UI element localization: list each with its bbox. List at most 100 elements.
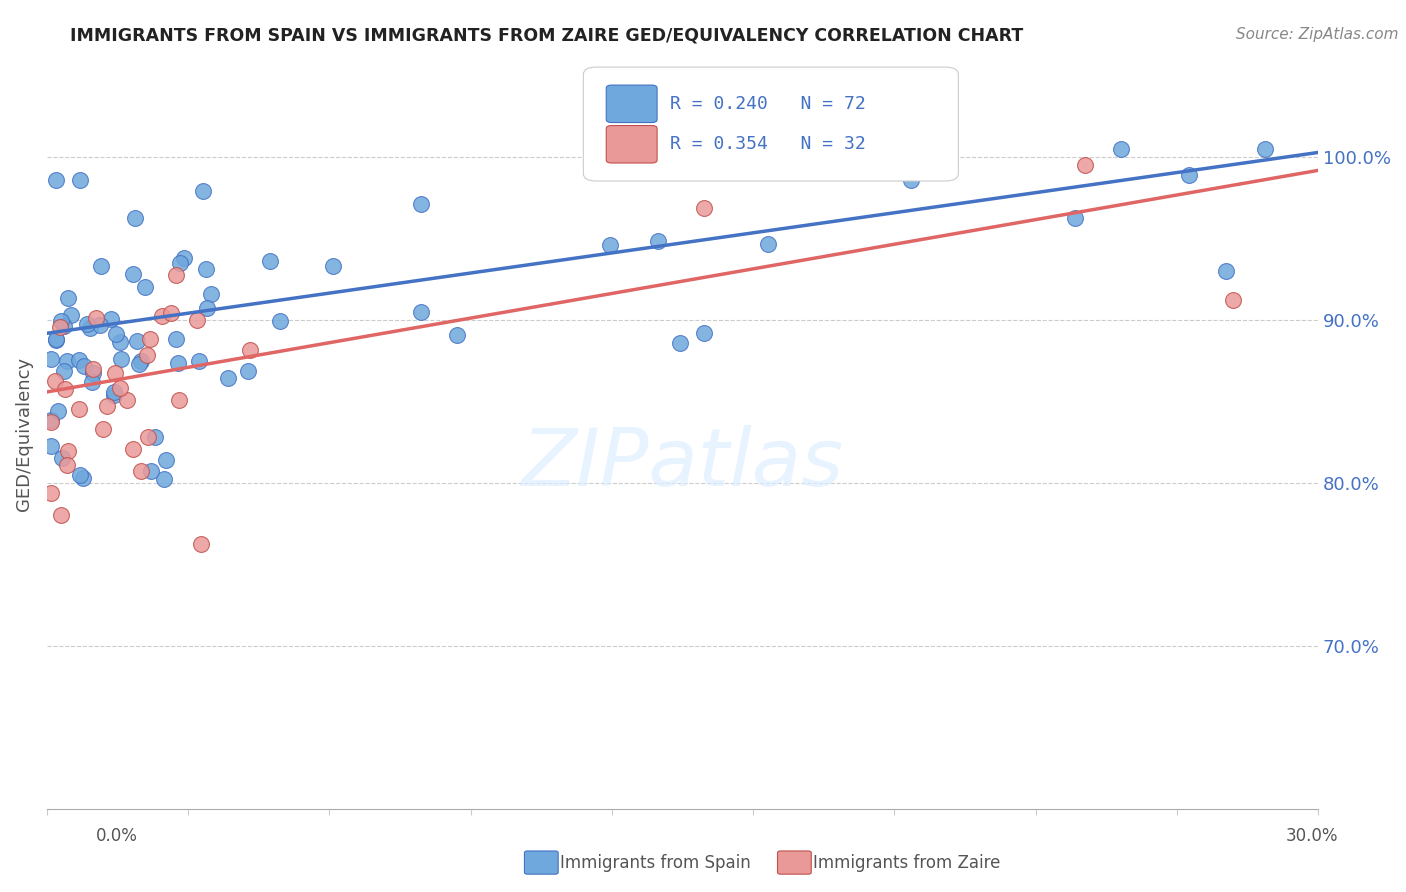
Point <box>44 374 66 388</box>
Point <box>90 259 112 273</box>
Point <box>239 343 262 358</box>
Point <box>110 352 132 367</box>
Point <box>121 442 143 457</box>
Point <box>51 313 73 327</box>
Text: R = 0.240   N = 72: R = 0.240 N = 72 <box>669 95 866 112</box>
Point <box>108 335 131 350</box>
Point <box>56 291 79 305</box>
Point <box>82 366 104 380</box>
Text: 0.0%: 0.0% <box>96 827 138 845</box>
Point <box>39 413 62 427</box>
Point <box>79 321 101 335</box>
Point <box>152 472 174 486</box>
Point <box>1109 142 1132 156</box>
Point <box>1222 293 1244 308</box>
Point <box>69 173 91 187</box>
Point <box>907 148 929 162</box>
FancyBboxPatch shape <box>606 126 657 163</box>
Point <box>900 173 922 187</box>
Point <box>96 399 118 413</box>
Point <box>125 334 148 348</box>
Point <box>69 468 91 483</box>
Point <box>1074 158 1097 172</box>
Point <box>39 439 62 453</box>
Point <box>41 351 63 366</box>
Point <box>143 430 166 444</box>
Point <box>121 268 143 282</box>
Point <box>165 333 187 347</box>
Point <box>82 362 104 376</box>
Point <box>141 464 163 478</box>
Text: Immigrants from Spain: Immigrants from Spain <box>560 854 751 871</box>
Point <box>76 317 98 331</box>
Point <box>195 301 218 315</box>
Point <box>1178 168 1201 182</box>
Text: ZIPatlas: ZIPatlas <box>522 425 844 503</box>
Point <box>124 211 146 225</box>
Point <box>129 464 152 478</box>
Point <box>58 444 80 458</box>
Point <box>155 452 177 467</box>
Point <box>780 142 803 156</box>
Point <box>1254 142 1277 156</box>
Point <box>173 252 195 266</box>
Point <box>52 364 75 378</box>
Point <box>409 305 432 319</box>
Point <box>136 430 159 444</box>
Point <box>56 458 79 472</box>
Point <box>139 332 162 346</box>
Point <box>53 318 76 333</box>
Point <box>236 364 259 378</box>
Point <box>55 382 77 396</box>
Point <box>104 326 127 341</box>
Point <box>167 356 190 370</box>
Point <box>322 259 344 273</box>
Point <box>150 309 173 323</box>
FancyBboxPatch shape <box>606 85 657 122</box>
Point <box>108 381 131 395</box>
Point <box>103 387 125 401</box>
Point <box>129 354 152 368</box>
Point <box>80 376 103 390</box>
Point <box>599 238 621 252</box>
Point <box>647 234 669 248</box>
Point <box>851 142 873 156</box>
Point <box>49 319 72 334</box>
Point <box>72 359 94 373</box>
Point <box>186 312 208 326</box>
Point <box>44 172 66 186</box>
Point <box>1215 264 1237 278</box>
Text: Immigrants from Zaire: Immigrants from Zaire <box>813 854 1000 871</box>
Point <box>195 261 218 276</box>
Point <box>925 145 948 159</box>
Point <box>692 202 714 216</box>
Point <box>39 486 62 500</box>
Point <box>446 327 468 342</box>
Point <box>190 536 212 550</box>
Point <box>67 401 90 416</box>
Point <box>72 471 94 485</box>
Text: Source: ZipAtlas.com: Source: ZipAtlas.com <box>1236 27 1399 42</box>
Point <box>45 333 67 347</box>
Point <box>200 286 222 301</box>
Point <box>411 197 433 211</box>
Point <box>217 370 239 384</box>
Point <box>91 422 114 436</box>
Point <box>86 311 108 326</box>
Point <box>669 335 692 350</box>
Point <box>45 332 67 346</box>
Text: IMMIGRANTS FROM SPAIN VS IMMIGRANTS FROM ZAIRE GED/EQUIVALENCY CORRELATION CHART: IMMIGRANTS FROM SPAIN VS IMMIGRANTS FROM… <box>70 27 1024 45</box>
Point <box>165 268 187 283</box>
FancyBboxPatch shape <box>583 67 959 181</box>
Text: 30.0%: 30.0% <box>1286 827 1339 845</box>
Point <box>167 392 190 407</box>
Text: R = 0.354   N = 32: R = 0.354 N = 32 <box>669 136 866 153</box>
Point <box>67 353 90 368</box>
Point <box>59 308 82 322</box>
Point <box>191 185 214 199</box>
Point <box>51 451 73 466</box>
Point <box>128 357 150 371</box>
Point <box>115 392 138 407</box>
Point <box>259 254 281 268</box>
Point <box>160 306 183 320</box>
